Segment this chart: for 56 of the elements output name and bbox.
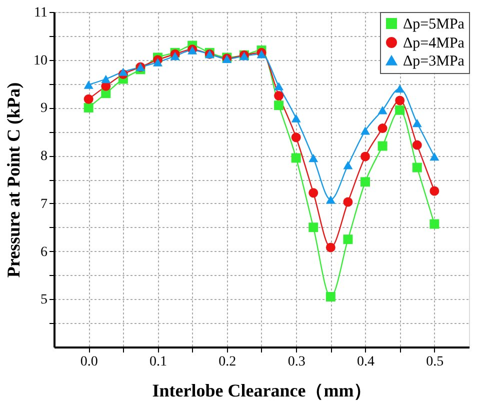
point xyxy=(84,102,94,112)
point xyxy=(412,118,422,128)
point xyxy=(308,154,318,162)
legend-label: Δp=3MPa xyxy=(403,54,465,70)
x-tick-label: 0.0 xyxy=(80,354,98,370)
point xyxy=(326,242,336,252)
point xyxy=(360,177,370,187)
point xyxy=(291,153,301,163)
point xyxy=(274,82,284,90)
legend-label: Δp=5MPa xyxy=(403,16,465,32)
legend-label: Δp=4MPa xyxy=(403,36,465,52)
point xyxy=(291,132,301,142)
y-tick-label: 9 xyxy=(40,101,48,116)
point xyxy=(84,80,94,89)
point xyxy=(274,100,284,110)
point xyxy=(308,188,318,198)
point xyxy=(343,161,353,170)
point xyxy=(430,152,440,161)
x-tick-label: 0.5 xyxy=(426,354,444,370)
point xyxy=(360,126,370,135)
point xyxy=(395,105,405,115)
y-tick-label: 11 xyxy=(34,6,48,20)
point xyxy=(256,50,266,58)
point xyxy=(412,140,422,150)
point xyxy=(360,152,370,162)
point xyxy=(343,234,353,244)
point xyxy=(378,124,388,134)
point xyxy=(84,94,94,104)
point xyxy=(118,68,128,76)
point xyxy=(326,195,336,204)
point xyxy=(291,114,301,122)
point xyxy=(170,52,180,60)
y-axis-title: Pressure at Point C (kPa) xyxy=(4,82,24,278)
x-tick-label: 0.4 xyxy=(357,354,374,370)
point xyxy=(378,106,388,114)
x-tick-label: 0.2 xyxy=(218,354,236,370)
point xyxy=(101,74,111,84)
point xyxy=(430,186,440,196)
point xyxy=(308,222,318,232)
point xyxy=(412,162,422,172)
point xyxy=(326,292,336,302)
y-tick-label: 5 xyxy=(40,292,48,308)
point xyxy=(395,84,405,93)
y-tick-label: 8 xyxy=(40,149,48,164)
x-tick-label: 0.1 xyxy=(150,354,167,370)
x-axis-title: Interlobe Clearance（mm） xyxy=(152,380,372,400)
x-tick-label: 0.3 xyxy=(288,354,306,370)
point xyxy=(274,91,284,100)
point xyxy=(153,58,162,66)
y-tick-label: 7 xyxy=(40,196,48,212)
point xyxy=(430,219,440,229)
point xyxy=(395,96,405,106)
point xyxy=(378,141,388,151)
y-tick-label: 6 xyxy=(40,244,48,260)
point xyxy=(343,197,353,207)
y-tick-label: 10 xyxy=(34,53,48,68)
